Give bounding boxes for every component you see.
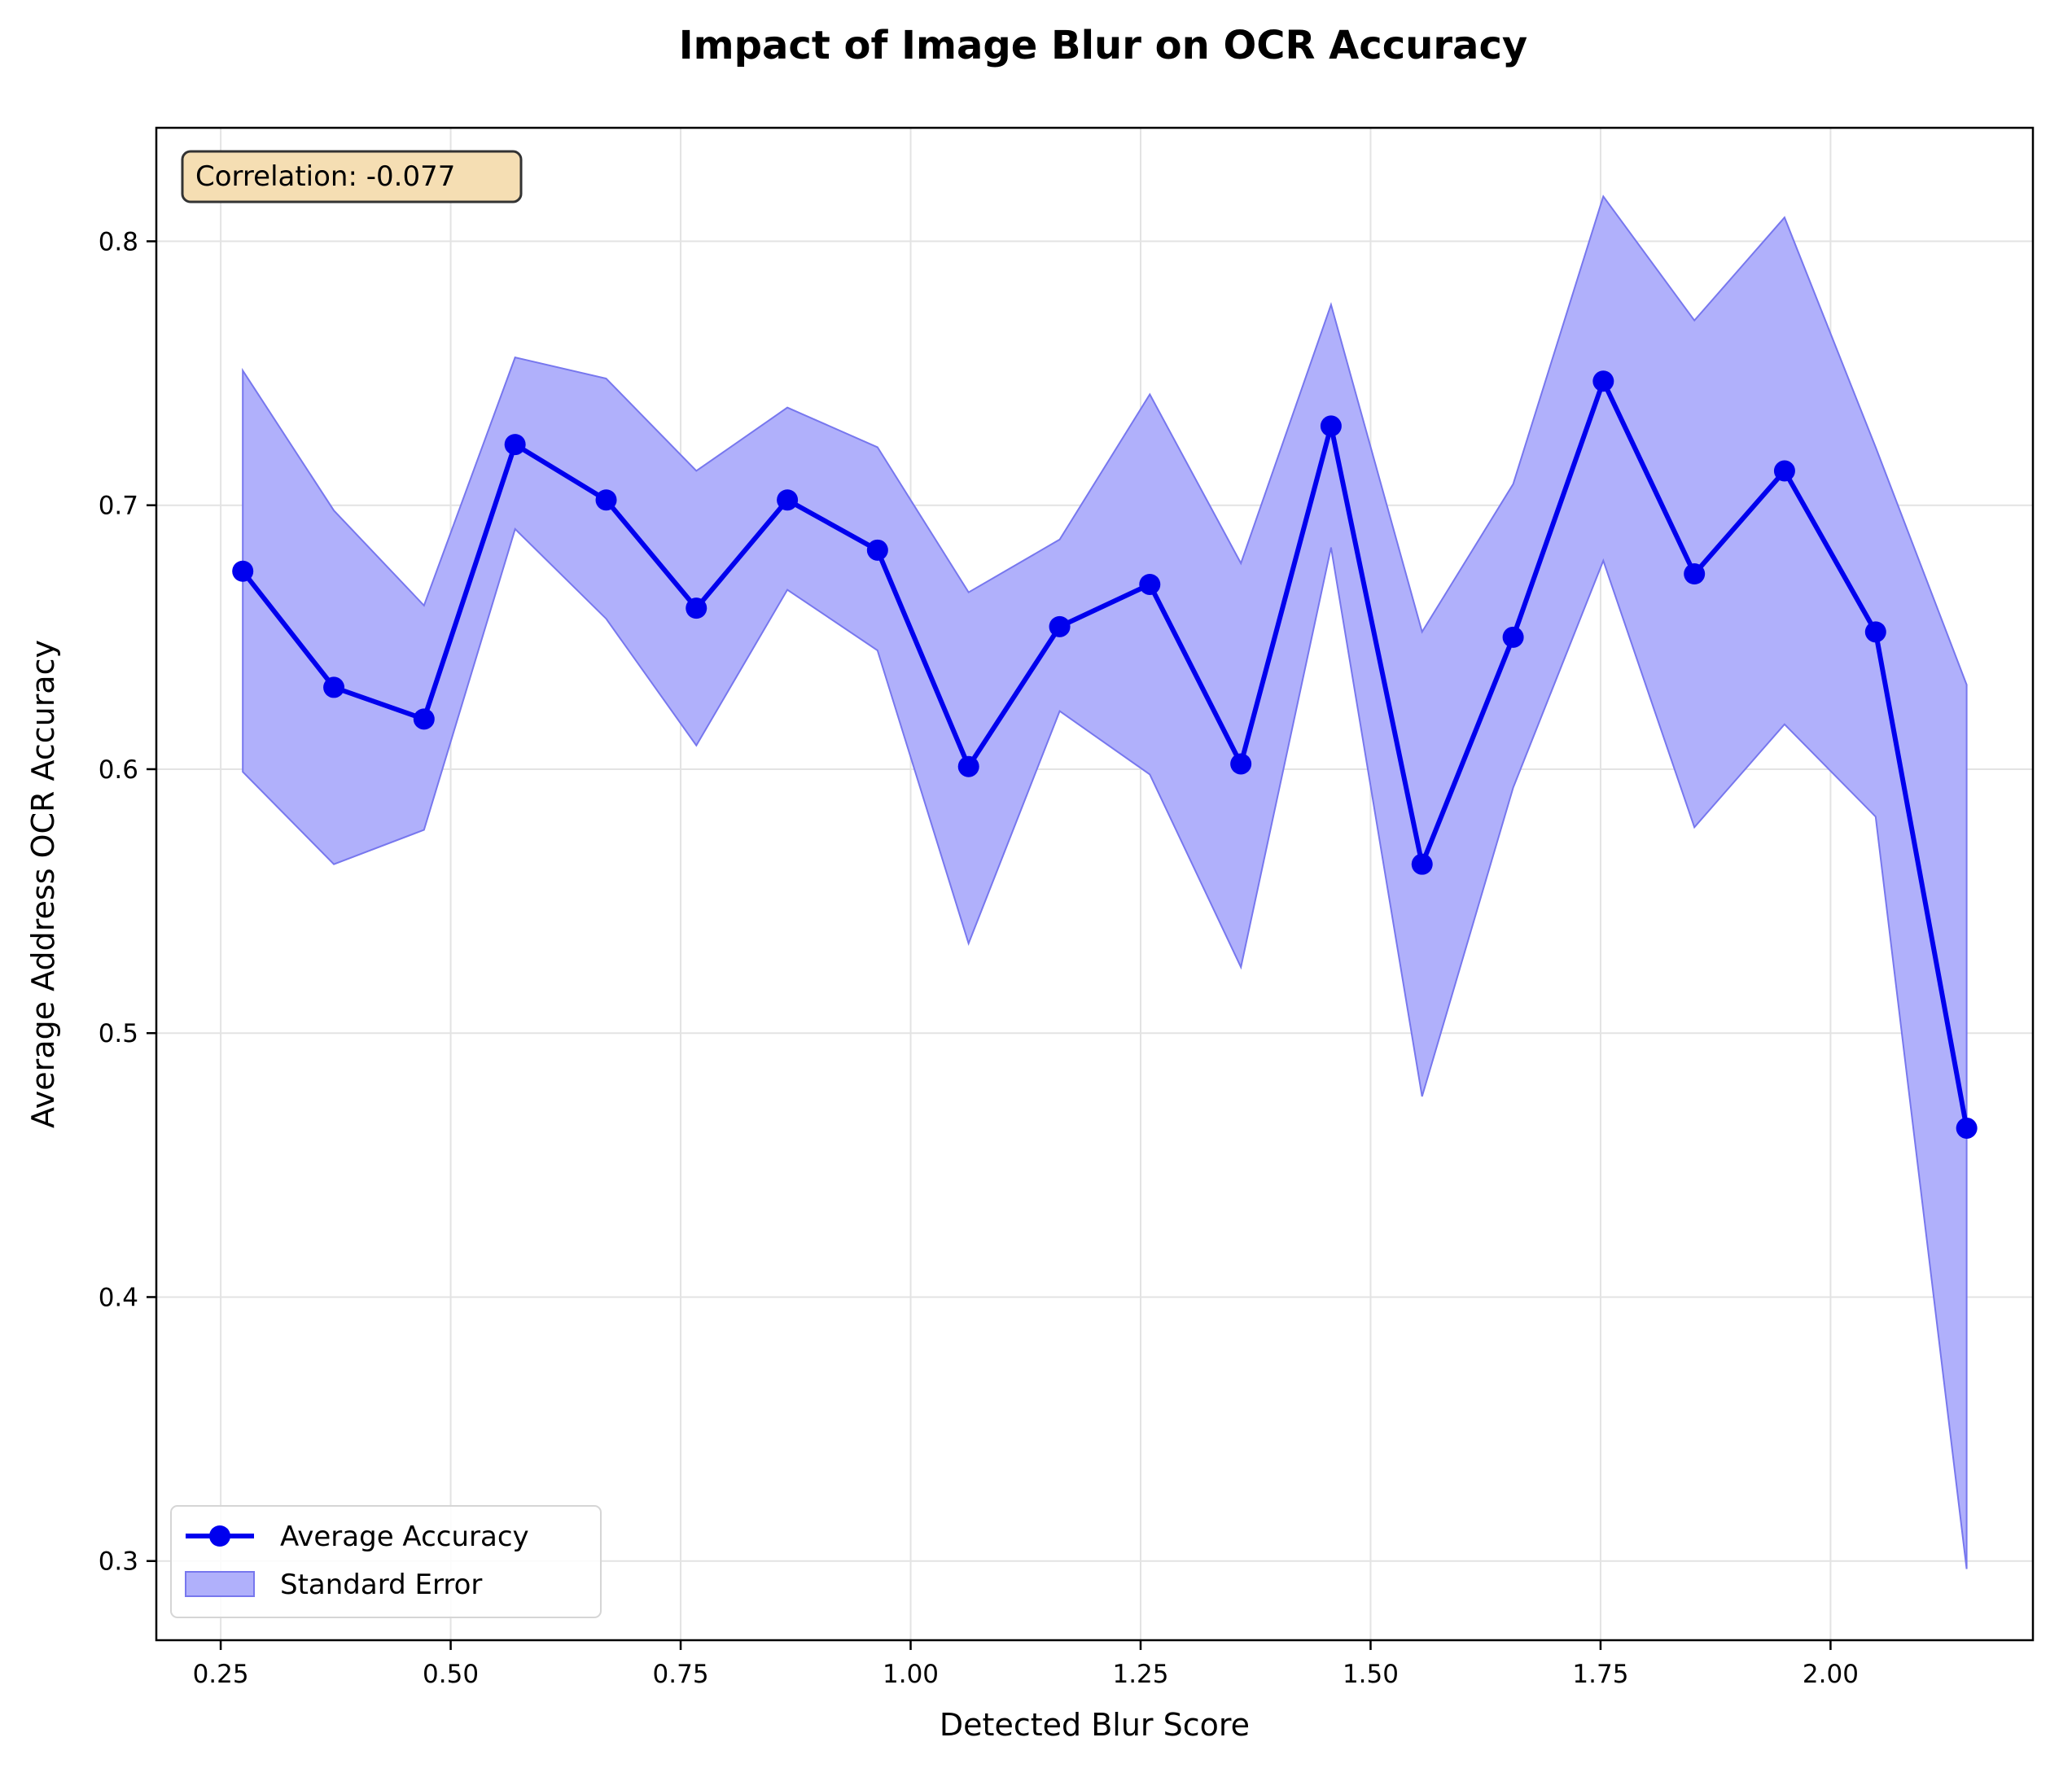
x-tick-label: 1.00	[883, 1660, 939, 1689]
y-axis-ticks: 0.3 0.4 0.5 0.6 0.7 0.8	[99, 227, 156, 1577]
x-tick-label: 1.25	[1112, 1660, 1168, 1689]
x-tick-label: 0.25	[193, 1660, 249, 1689]
correlation-annotation: Correlation: -0.077	[181, 150, 523, 203]
x-tick-label: 2.00	[1803, 1660, 1859, 1689]
x-tick-label: 1.75	[1572, 1660, 1628, 1689]
data-point	[866, 539, 888, 561]
legend-label-standard-error: Standard Error	[280, 1569, 482, 1601]
data-point	[1049, 615, 1071, 637]
data-point	[323, 676, 345, 698]
data-point	[777, 489, 799, 511]
data-points	[232, 370, 1978, 1139]
standard-error-band	[242, 195, 1968, 1569]
legend: Average Accuracy Standard Error	[170, 1505, 602, 1618]
y-tick-label: 0.3	[99, 1547, 138, 1577]
y-tick-label: 0.8	[99, 227, 138, 256]
data-point	[1592, 370, 1614, 392]
x-axis-ticks: 0.25 0.50 0.75 1.00 1.25 1.50 1.75 2.00	[193, 1640, 1859, 1689]
data-point	[1956, 1117, 1978, 1139]
y-axis-label: Average Address OCR Accuracy	[25, 640, 61, 1128]
annotation-text: Correlation: -0.077	[195, 160, 455, 193]
data-point	[1502, 626, 1524, 648]
plot-frame	[155, 126, 2035, 1642]
data-point	[413, 708, 435, 730]
data-point	[957, 755, 979, 777]
chart-title: Impact of Image Blur on OCR Accuracy	[679, 23, 1527, 68]
x-tick-label: 0.75	[653, 1660, 709, 1689]
legend-box	[170, 1505, 602, 1618]
data-point	[1320, 415, 1342, 437]
x-axis-label: Detected Blur Score	[940, 1707, 1250, 1743]
data-point	[1684, 562, 1706, 584]
data-point	[686, 597, 707, 619]
data-point	[1230, 753, 1252, 775]
data-point	[1411, 853, 1433, 875]
legend-marker-swatch	[209, 1525, 230, 1547]
y-tick-label: 0.7	[99, 492, 138, 521]
y-tick-label: 0.5	[99, 1019, 138, 1048]
y-tick-label: 0.6	[99, 755, 138, 785]
data-point	[1773, 460, 1795, 482]
data-point	[1864, 621, 1886, 643]
x-tick-label: 0.50	[423, 1660, 479, 1689]
legend-label-average-accuracy: Average Accuracy	[280, 1521, 529, 1553]
annotation-box	[181, 150, 523, 203]
legend-band-swatch	[185, 1571, 255, 1597]
x-tick-label: 1.50	[1343, 1660, 1399, 1689]
average-accuracy-line	[240, 379, 1969, 1129]
data-point	[595, 489, 617, 511]
data-point	[232, 560, 254, 582]
y-tick-label: 0.4	[99, 1283, 138, 1312]
data-point	[1139, 573, 1161, 595]
data-point	[504, 434, 526, 456]
